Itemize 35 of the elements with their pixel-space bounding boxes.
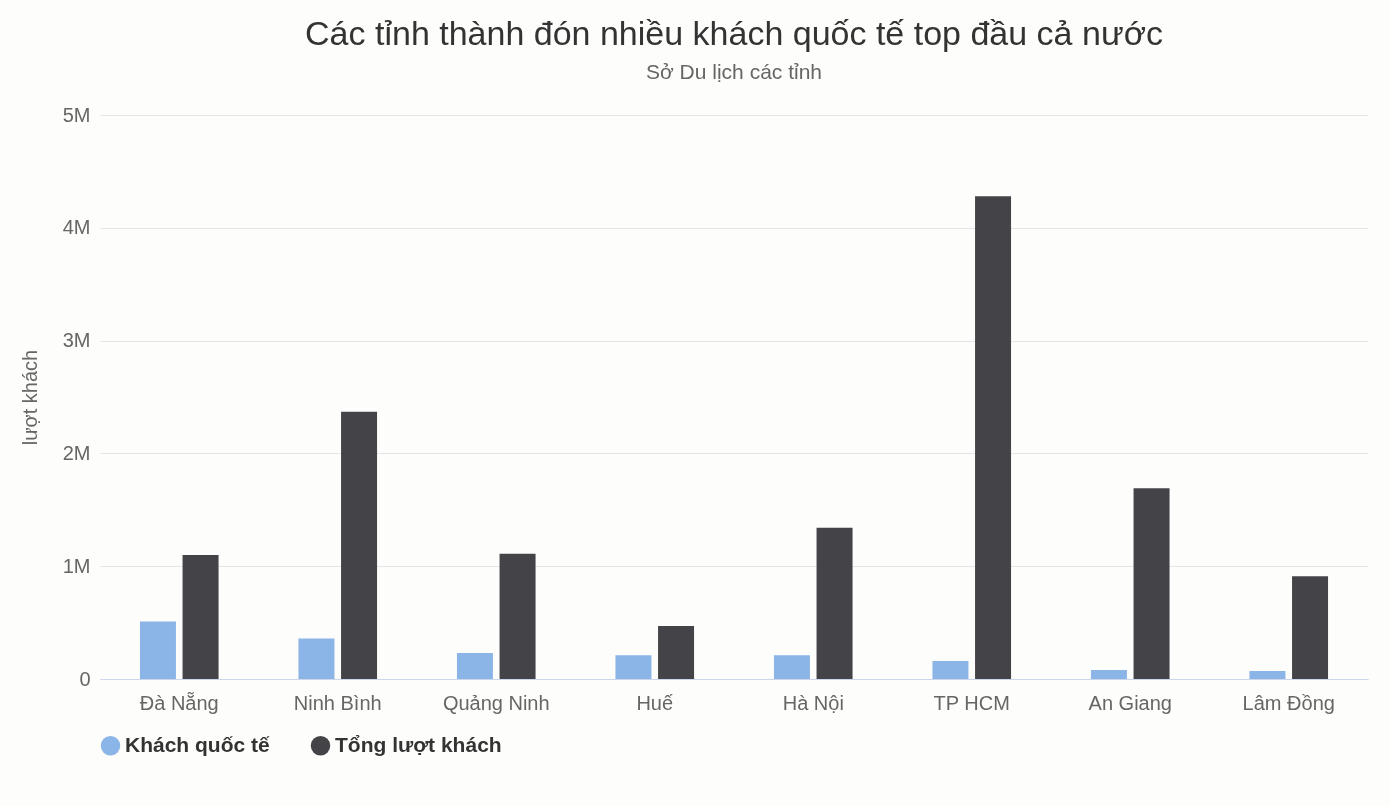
y-tick-label: 3M: [62, 329, 91, 352]
chart-subtitle: Sở Du lịch các tỉnh: [645, 60, 823, 83]
x-tick-label: An Giang: [1088, 691, 1172, 714]
bar: [1090, 669, 1127, 679]
bar: [615, 655, 652, 679]
x-tick-label: Hà Nội: [782, 691, 844, 714]
bar: [182, 554, 219, 679]
y-tick-label: 2M: [62, 441, 91, 464]
bar: [975, 196, 1012, 679]
bar: [298, 638, 335, 679]
bar: [499, 553, 536, 679]
bar: [932, 660, 969, 679]
bar: [1133, 488, 1170, 679]
bar: [1292, 576, 1329, 679]
x-tick-label: Lâm Đồng: [1242, 691, 1335, 714]
x-tick-label: Quảng Ninh: [442, 691, 550, 714]
y-tick-label: 5M: [62, 103, 91, 126]
x-tick-label: TP HCM: [933, 691, 1010, 714]
bar: [658, 625, 695, 679]
bar: [816, 527, 853, 679]
bar: [456, 653, 493, 679]
chart-title: Các tỉnh thành đón nhiều khách quốc tế top đầu cả nước: [305, 14, 1163, 52]
legend-label: Tổng lượt khách: [335, 732, 502, 756]
y-tick-label: 0: [79, 667, 91, 690]
x-tick-label: Huế: [636, 691, 674, 714]
x-tick-label: Ninh Bình: [293, 691, 382, 714]
y-tick-label: 1M: [62, 554, 91, 577]
bar: [139, 621, 176, 679]
bar: [773, 655, 810, 679]
bar: [1249, 671, 1286, 679]
y-tick-label: 4M: [62, 216, 91, 239]
bar: [341, 411, 378, 679]
x-tick-label: Đà Nẵng: [139, 691, 219, 714]
y-axis-title: lượt khách: [18, 349, 41, 446]
legend-label: Khách quốc tế: [125, 732, 270, 756]
